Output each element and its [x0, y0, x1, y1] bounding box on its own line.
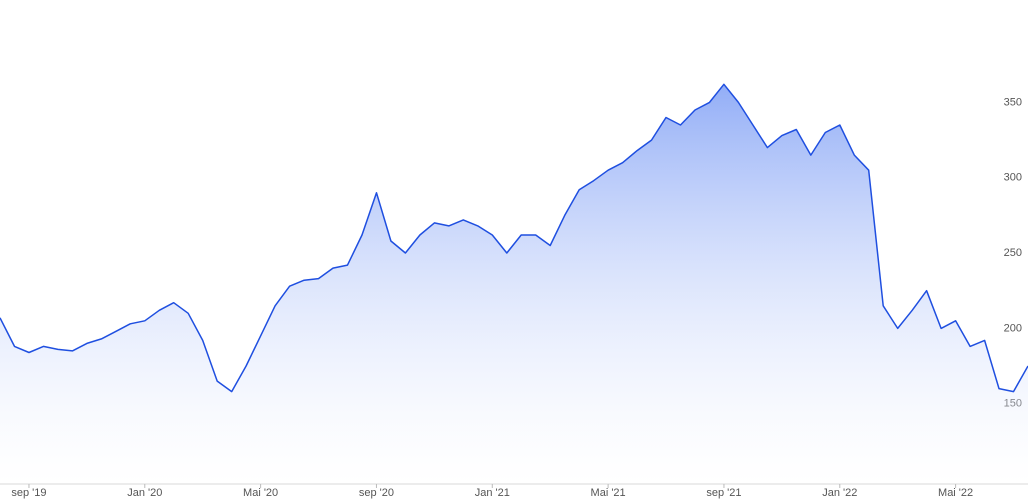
price-line — [0, 83, 1028, 393]
area-fill — [0, 84, 1028, 486]
y-tick-label: 350 — [1004, 96, 1022, 108]
x-tick-label: Jan '20 — [127, 487, 162, 499]
x-tick-label: sep '20 — [359, 487, 394, 499]
x-tick-label: Mai '22 — [938, 487, 973, 499]
x-tick-label: Jan '21 — [475, 487, 510, 499]
y-tick-label: 300 — [1004, 172, 1022, 184]
x-tick-label: sep '19 — [11, 487, 46, 499]
y-tick-label: 250 — [1004, 247, 1022, 259]
y-tick-label: 200 — [1004, 322, 1022, 334]
x-tick-label: Jan '22 — [822, 487, 857, 499]
x-tick-label: Mai '21 — [591, 487, 626, 499]
x-tick-label: sep '21 — [706, 487, 741, 499]
x-tick-label: Mai '20 — [243, 487, 278, 499]
